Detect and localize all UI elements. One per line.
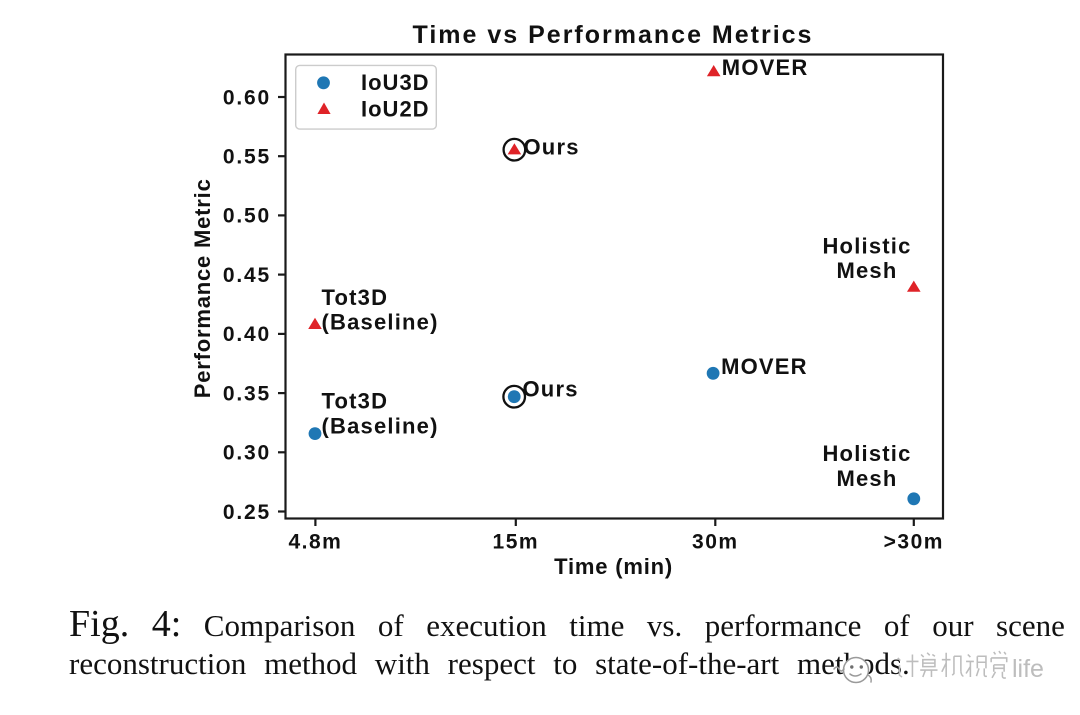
svg-text:Mesh: Mesh: [836, 258, 897, 283]
svg-text:Ours: Ours: [523, 377, 579, 402]
svg-text:Time (min): Time (min): [554, 554, 673, 579]
svg-text:0.45: 0.45: [223, 264, 271, 287]
svg-text:(Baseline): (Baseline): [322, 414, 439, 439]
svg-text:Tot3D: Tot3D: [322, 388, 389, 413]
svg-text:Ours: Ours: [524, 135, 580, 160]
svg-text:0.50: 0.50: [223, 205, 271, 228]
svg-text:Performance Metric: Performance Metric: [190, 178, 215, 398]
svg-text:0.40: 0.40: [223, 323, 271, 346]
svg-text:30m: 30m: [692, 531, 739, 554]
svg-text:MOVER: MOVER: [722, 55, 809, 80]
svg-text:0.55: 0.55: [223, 146, 271, 169]
svg-text:IoU3D: IoU3D: [361, 70, 430, 95]
svg-text:Tot3D: Tot3D: [322, 285, 389, 310]
svg-text:Holistic: Holistic: [822, 234, 911, 259]
svg-text:MOVER: MOVER: [721, 354, 808, 379]
svg-text:>30m: >30m: [884, 531, 944, 554]
svg-text:Holistic: Holistic: [822, 441, 911, 466]
svg-text:life: life: [1012, 655, 1044, 683]
svg-text:0.30: 0.30: [223, 442, 271, 465]
svg-text:0.25: 0.25: [223, 501, 271, 524]
svg-text:0.60: 0.60: [223, 86, 271, 109]
svg-text:15m: 15m: [493, 531, 540, 554]
svg-text:4.8m: 4.8m: [288, 531, 342, 554]
svg-text:(Baseline): (Baseline): [322, 310, 439, 335]
svg-text:IoU2D: IoU2D: [361, 96, 430, 121]
svg-text:0.35: 0.35: [223, 382, 271, 405]
svg-text:Mesh: Mesh: [836, 466, 897, 491]
svg-text:Time vs Performance Metrics: Time vs Performance Metrics: [413, 21, 814, 49]
